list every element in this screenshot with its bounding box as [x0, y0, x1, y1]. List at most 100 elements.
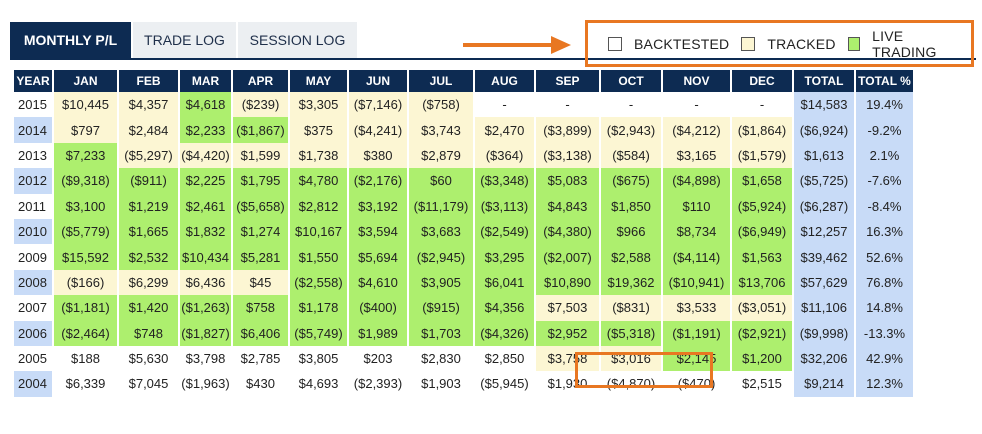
total-cell: $14,583	[794, 92, 854, 118]
month-cell: $380	[349, 142, 407, 169]
month-cell: ($911)	[119, 168, 178, 194]
month-cell: $4,610	[349, 269, 407, 296]
month-cell: -	[601, 92, 661, 118]
month-cell: ($6,949)	[732, 218, 792, 245]
month-cell: ($9,318)	[54, 168, 117, 194]
month-cell: ($831)	[601, 295, 661, 321]
month-cell: $2,879	[409, 142, 473, 169]
month-cell: $2,225	[180, 168, 231, 194]
month-cell: ($239)	[233, 92, 288, 118]
month-cell: $3,683	[409, 218, 473, 245]
tab-session-log[interactable]: SESSION LOG	[238, 22, 357, 58]
month-cell: $4,693	[290, 371, 347, 397]
month-cell: $6,339	[54, 371, 117, 397]
month-cell: -	[475, 92, 534, 118]
month-cell: ($1,181)	[54, 295, 117, 321]
tab-trade-log[interactable]: TRADE LOG	[133, 22, 236, 58]
month-cell: $15,592	[54, 244, 117, 270]
month-cell: $2,233	[180, 117, 231, 143]
table-header-row: YEAR JAN FEB MAR APR MAY JUN JUL AUG SEP OCT NOV DEC…	[14, 70, 913, 92]
column-header: JUL	[409, 70, 473, 92]
legend-tracked: TRACKED	[741, 36, 835, 52]
month-cell: $2,830	[409, 345, 473, 372]
total-percent-cell: 19.4%	[856, 92, 913, 118]
year-cell: 2011	[18, 198, 46, 214]
month-cell: $966	[601, 218, 661, 245]
month-cell: $13,706	[732, 269, 792, 296]
year-cell: 2009	[18, 249, 47, 265]
month-cell: ($3,899)	[536, 117, 599, 143]
table-row: 2011 $3,100 $1,219 $2,461 ($5,658) $2,812 $3,1…	[14, 193, 913, 219]
table-row: 2007 ($1,181) $1,420 ($1,263) $758 $1,178 ($40…	[14, 295, 913, 321]
month-cell: ($5,779)	[54, 218, 117, 245]
month-cell: ($364)	[475, 142, 534, 169]
month-cell: $188	[54, 345, 117, 372]
month-cell: ($3,348)	[475, 168, 534, 194]
table-row: 2010 ($5,779) $1,665 $1,832 $1,274 $10,167 $3,…	[14, 218, 913, 245]
total-percent-cell: 42.9%	[856, 345, 913, 372]
month-cell: $1,738	[290, 142, 347, 169]
month-cell: ($2,393)	[349, 371, 407, 397]
month-cell: -	[536, 92, 599, 118]
month-cell: $4,780	[290, 168, 347, 194]
total-percent-cell: -8.4%	[856, 193, 913, 219]
month-cell: $1,832	[180, 218, 231, 245]
month-cell: ($675)	[601, 168, 661, 194]
month-cell: ($2,943)	[601, 117, 661, 143]
month-cell: ($5,945)	[475, 371, 534, 397]
total-cell: ($9,998)	[794, 320, 854, 346]
month-cell: $6,406	[233, 320, 288, 346]
month-cell: $430	[233, 371, 288, 397]
column-header: NOV	[663, 70, 730, 92]
month-cell: $2,850	[475, 345, 534, 372]
year-cell: 2008	[14, 269, 52, 296]
month-cell: ($1,867)	[233, 117, 288, 143]
month-cell: $2,515	[732, 371, 792, 397]
year-cell: 2014	[14, 117, 52, 143]
month-cell: $7,503	[536, 295, 599, 321]
column-header: TOTAL %	[856, 70, 913, 92]
month-cell: $2,532	[119, 244, 178, 270]
column-header: MAR	[180, 70, 231, 92]
month-cell: $10,890	[536, 269, 599, 296]
month-cell: ($5,749)	[290, 320, 347, 346]
month-cell: ($11,179)	[409, 193, 473, 219]
arrow-right-icon	[463, 36, 571, 54]
column-header: YEAR	[14, 70, 52, 92]
month-cell: $3,533	[663, 295, 730, 321]
month-cell: ($5,924)	[732, 193, 792, 219]
month-cell: $1,930	[536, 371, 599, 397]
month-cell: $2,461	[180, 193, 231, 219]
month-cell: $4,618	[180, 92, 231, 118]
year-cell: 2013	[18, 147, 47, 163]
table-row: 2015 $10,445 $4,357 $4,618 ($239) $3,305 ($7,1…	[14, 92, 913, 118]
month-cell: ($4,212)	[663, 117, 730, 143]
column-header: DEC	[732, 70, 792, 92]
column-header: APR	[233, 70, 288, 92]
total-cell: ($5,725)	[794, 168, 854, 194]
year-cell: 2012	[14, 168, 52, 194]
backtested-swatch	[608, 36, 622, 51]
total-percent-cell: -7.6%	[856, 168, 913, 194]
table-row: 2013 $7,233 ($5,297) ($4,420) $1,599 $1,738 $3…	[14, 142, 913, 169]
month-cell: $3,594	[349, 218, 407, 245]
total-percent-cell: -9.2%	[856, 117, 913, 143]
month-cell: ($3,138)	[536, 142, 599, 169]
month-cell: $19,362	[601, 269, 661, 296]
legend-backtested: BACKTESTED	[608, 36, 729, 52]
column-header: TOTAL	[794, 70, 854, 92]
column-header: MAY	[290, 70, 347, 92]
month-cell: $4,843	[536, 193, 599, 219]
total-cell: ($6,287)	[794, 193, 854, 219]
year-cell: 2015	[18, 97, 47, 113]
month-cell: $3,905	[409, 269, 473, 296]
total-cell: $11,106	[794, 295, 854, 321]
legend-live-label: LIVE TRADING	[872, 27, 937, 60]
month-cell: ($7,146)	[349, 92, 407, 118]
year-cell: 2005	[18, 351, 47, 367]
month-cell: $2,470	[475, 117, 534, 143]
month-cell: $7,045	[119, 371, 178, 397]
month-cell: ($1,263)	[180, 295, 231, 321]
tab-monthly-pl[interactable]: MONTHLY P/L	[10, 22, 131, 58]
total-percent-cell: 76.8%	[856, 269, 913, 296]
